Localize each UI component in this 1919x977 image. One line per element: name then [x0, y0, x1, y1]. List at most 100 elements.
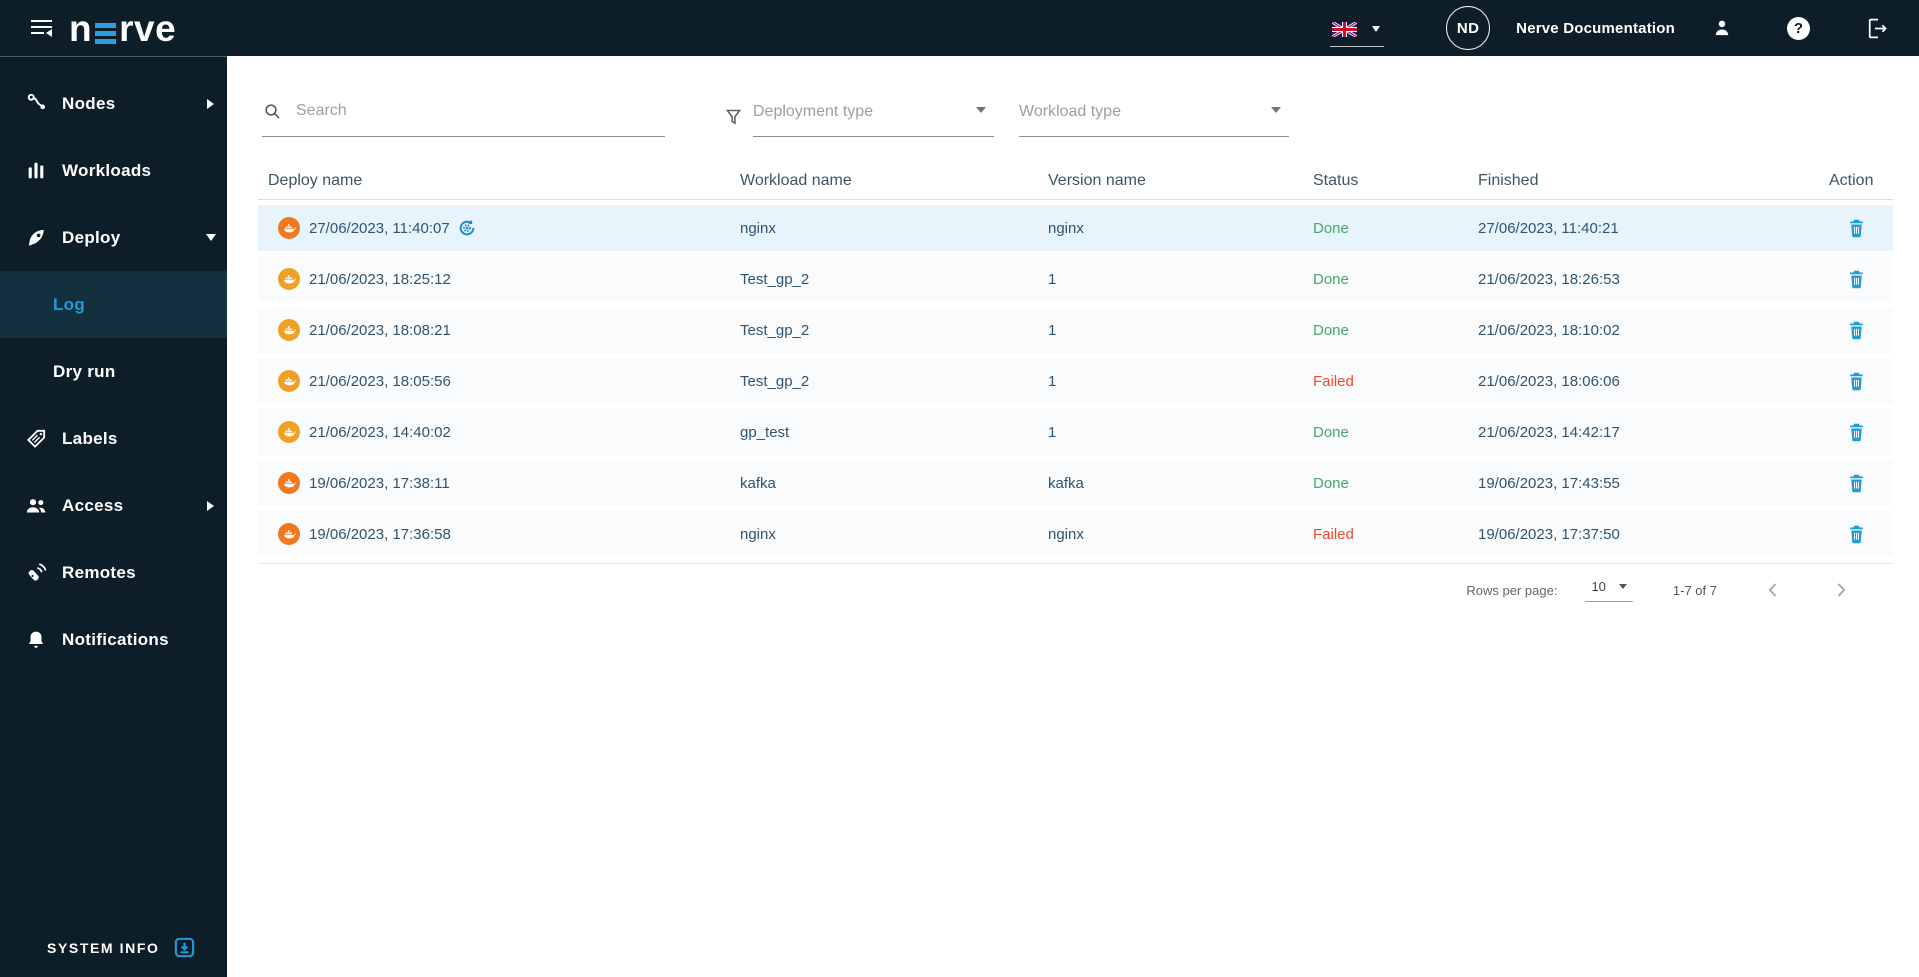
table-row[interactable]: 21/06/2023, 14:40:02 gp_test 1 Done 21/0… [258, 409, 1893, 455]
status-text: Failed [1313, 525, 1354, 543]
trash-icon [1849, 321, 1863, 339]
sidebar-item-nodes[interactable]: Nodes [0, 70, 227, 137]
account-name: Nerve Documentation [1516, 19, 1675, 37]
search-field [262, 96, 665, 137]
version-name-cell: 1 [1048, 270, 1057, 288]
deploy-name-cell: 21/06/2023, 18:25:12 [258, 268, 730, 290]
sidebar-item-labels[interactable]: Labels [0, 405, 227, 472]
rocket-icon [24, 226, 48, 250]
version-name-cell: 1 [1048, 423, 1057, 441]
table-row[interactable]: 19/06/2023, 17:36:58 nginx nginx Failed … [258, 511, 1893, 557]
sidebar-item-workloads[interactable]: Workloads [0, 137, 227, 204]
version-name-cell: kafka [1048, 474, 1084, 492]
delete-button[interactable] [1847, 269, 1866, 290]
table-row[interactable]: 19/06/2023, 17:38:11 kafka kafka Done 19… [258, 460, 1893, 506]
deploy-type-icon [278, 217, 300, 239]
next-page-button[interactable] [1829, 578, 1853, 602]
sidebar-item-deploy-dry-run[interactable]: Dry run [53, 361, 116, 381]
sidebar-item-deploy[interactable]: Deploy [0, 204, 227, 271]
action-cell [1819, 422, 1893, 443]
workload-name-cell: gp_test [740, 423, 790, 441]
delete-button[interactable] [1847, 371, 1866, 392]
status-text: Done [1313, 423, 1349, 441]
table-row[interactable]: 27/06/2023, 11:40:07 nginx nginx Done 27… [258, 205, 1893, 251]
chevron-down-icon [1618, 583, 1627, 589]
pagination-range: 1-7 of 7 [1672, 582, 1717, 598]
redeploy-icon [459, 220, 474, 236]
workload-type-select[interactable]: Workload type [1019, 96, 1289, 137]
deploy-type-icon [278, 523, 300, 545]
chevron-down-icon [976, 107, 986, 113]
delete-button[interactable] [1847, 473, 1866, 494]
action-cell [1819, 320, 1893, 341]
menu-collapse-icon[interactable] [31, 20, 52, 37]
previous-page-button[interactable] [1761, 578, 1785, 602]
nodes-icon [24, 92, 48, 116]
system-info-button[interactable]: SYSTEM INFO [47, 936, 196, 959]
filter-bar: Deployment type Workload type [262, 96, 1893, 137]
language-select[interactable] [1330, 21, 1385, 47]
action-cell [1819, 269, 1893, 290]
user-profile-button[interactable] [1711, 17, 1733, 39]
delete-button[interactable] [1847, 422, 1866, 443]
topbar-right: ND Nerve Documentation ? [1330, 6, 1889, 50]
finished-cell: 27/06/2023, 11:40:21 [1478, 219, 1619, 237]
chevron-down-icon [1271, 107, 1281, 113]
help-button[interactable]: ? [1787, 16, 1810, 40]
deployment-type-select[interactable]: Deployment type [753, 96, 994, 137]
table-header: Deploy name Workload name Version name S… [258, 162, 1893, 200]
sidebar-item-deploy-log[interactable]: Log [0, 271, 227, 338]
status-text: Done [1313, 219, 1349, 237]
avatar[interactable]: ND [1446, 6, 1491, 50]
chevron-down-icon [206, 234, 216, 241]
delete-button[interactable] [1847, 320, 1866, 341]
deploy-timestamp: 21/06/2023, 18:08:21 [309, 321, 451, 339]
col-deploy-name: Deploy name [268, 171, 363, 189]
table-row[interactable]: 21/06/2023, 18:25:12 Test_gp_2 1 Done 21… [258, 256, 1893, 302]
deploy-type-icon [278, 472, 300, 494]
filter-funnel-icon [723, 107, 744, 128]
tag-icon [24, 427, 48, 451]
people-icon [24, 494, 48, 518]
deploy-type-icon [278, 319, 300, 341]
workload-name-cell: Test_gp_2 [740, 321, 810, 339]
col-version-name: Version name [1048, 171, 1146, 189]
sidebar-item-notifications[interactable]: Notifications [0, 606, 227, 673]
docker-whale-icon [283, 376, 296, 385]
paginator: Rows per page: 10 1-7 of 7 [258, 578, 1893, 602]
table-row[interactable]: 21/06/2023, 18:08:21 Test_gp_2 1 Done 21… [258, 307, 1893, 353]
workload-name-cell: nginx [740, 525, 776, 543]
finished-cell: 21/06/2023, 18:06:06 [1478, 372, 1620, 390]
deploy-type-icon [278, 268, 300, 290]
sidebar-item-remotes[interactable]: Remotes [0, 539, 227, 606]
logout-button[interactable] [1864, 16, 1889, 41]
col-status: Status [1313, 171, 1359, 189]
finished-cell: 21/06/2023, 18:26:53 [1478, 270, 1620, 288]
chevron-left-icon [1768, 583, 1777, 597]
uk-flag-icon [1332, 21, 1358, 37]
topbar: n rve ND Nerve Documentation ? [0, 0, 1919, 56]
chevron-right-icon [1837, 583, 1846, 597]
deploy-name-cell: 21/06/2023, 18:08:21 [258, 319, 730, 341]
chevron-down-icon [1372, 26, 1381, 32]
workload-name-cell: kafka [740, 474, 776, 492]
action-cell [1819, 473, 1893, 494]
chevron-right-icon [207, 500, 214, 511]
action-cell [1819, 524, 1893, 545]
workloads-icon [24, 159, 48, 183]
docker-whale-icon [283, 529, 296, 538]
deploy-name-cell: 21/06/2023, 18:05:56 [258, 370, 730, 392]
sidebar-item-access[interactable]: Access [0, 472, 227, 539]
col-workload-name: Workload name [740, 171, 852, 189]
workload-name-cell: Test_gp_2 [740, 372, 810, 390]
table-row[interactable]: 21/06/2023, 18:05:56 Test_gp_2 1 Failed … [258, 358, 1893, 404]
delete-button[interactable] [1847, 218, 1866, 239]
search-input[interactable] [294, 101, 665, 121]
col-action: Action [1829, 171, 1874, 189]
delete-button[interactable] [1847, 524, 1866, 545]
status-text: Done [1313, 270, 1349, 288]
rows-per-page-select[interactable]: 10 [1585, 579, 1633, 602]
trash-icon [1849, 423, 1863, 441]
deploy-name-cell: 19/06/2023, 17:36:58 [258, 523, 730, 545]
redeploy-button[interactable] [457, 218, 477, 238]
